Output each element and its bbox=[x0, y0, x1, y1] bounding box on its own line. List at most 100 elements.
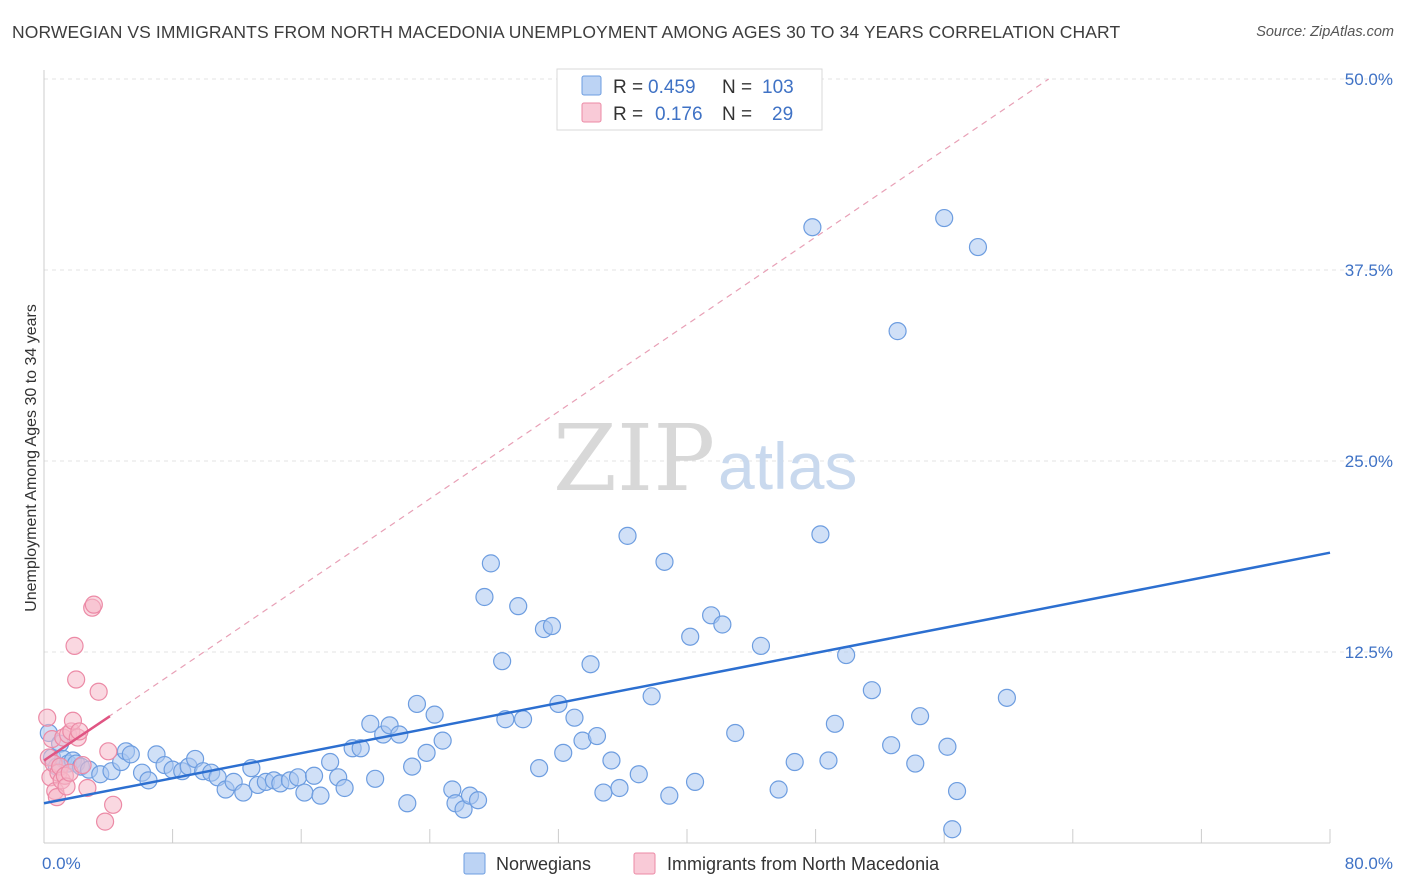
norwegian-point bbox=[938, 737, 957, 756]
norwegian-point bbox=[751, 636, 771, 655]
norwegian-point bbox=[311, 786, 330, 805]
norwegian-point bbox=[475, 587, 494, 607]
norwegian-point bbox=[581, 655, 600, 674]
norwegian-point bbox=[417, 743, 436, 762]
norwegian-point bbox=[542, 616, 562, 636]
norwegian-point bbox=[888, 322, 907, 341]
norwegian-point bbox=[811, 525, 830, 544]
series-legend: Norwegians Immigrants from North Macedon… bbox=[463, 852, 940, 875]
legend-r-value-1: 0.459 bbox=[648, 77, 696, 98]
norwegian-point bbox=[407, 694, 427, 714]
series-north-macedonia bbox=[38, 595, 123, 831]
legend-n-label-2: N = bbox=[722, 104, 752, 125]
x-tick-labels: 0.0% 80.0% bbox=[42, 854, 1393, 873]
macedonia-point bbox=[65, 636, 84, 655]
legend-n-value-2: 29 bbox=[772, 104, 793, 125]
norwegian-point bbox=[433, 731, 452, 750]
norwegian-point bbox=[335, 778, 354, 798]
macedonia-point bbox=[73, 755, 92, 775]
norwegian-point bbox=[862, 681, 881, 700]
norwegian-point bbox=[513, 710, 533, 729]
norwegian-point bbox=[530, 759, 549, 778]
norwegian-point bbox=[361, 714, 380, 733]
macedonia-point bbox=[78, 778, 97, 798]
norwegian-point bbox=[234, 783, 253, 802]
norwegian-point bbox=[594, 783, 613, 802]
norwegian-point bbox=[660, 786, 679, 805]
norwegian-point bbox=[468, 791, 488, 810]
norwegian-point bbox=[968, 237, 988, 257]
legend-n-label-1: N = bbox=[722, 77, 752, 98]
norwegian-point bbox=[713, 615, 732, 634]
legend-r-label-2: R = bbox=[613, 104, 643, 125]
norwegian-point bbox=[295, 783, 314, 802]
norwegian-point bbox=[139, 771, 158, 790]
norwegian-point bbox=[785, 752, 804, 772]
norwegian-point bbox=[351, 739, 370, 758]
norwegian-point bbox=[997, 688, 1016, 707]
norwegian-point bbox=[769, 780, 788, 799]
trend-lines bbox=[43, 78, 1331, 805]
macedonia-point bbox=[89, 682, 108, 701]
legend-r-label-1: R = bbox=[613, 77, 643, 98]
bottom-legend-swatch-macedonia bbox=[633, 852, 656, 875]
bottom-legend-swatch-norwegians bbox=[463, 852, 486, 875]
source-credit: Source: ZipAtlas.com bbox=[1256, 24, 1394, 40]
macedonia-point bbox=[104, 795, 123, 814]
macedonia-point bbox=[95, 812, 115, 831]
norwegian-point bbox=[565, 708, 584, 727]
norwegian-point bbox=[602, 751, 621, 770]
norwegian-point bbox=[935, 208, 954, 228]
y-tick-label: 12.5% bbox=[1345, 643, 1393, 662]
macedonia-trend-projection bbox=[43, 78, 1050, 761]
macedonia-point bbox=[84, 595, 103, 614]
norwegian-point bbox=[681, 627, 700, 646]
norwegian-point bbox=[825, 714, 844, 733]
x-tick-label-min: 0.0% bbox=[42, 854, 81, 873]
norwegian-point bbox=[481, 554, 500, 573]
norwegian-point bbox=[587, 726, 607, 746]
norwegian-point bbox=[629, 765, 648, 784]
correlation-legend: R = 0.459 N = 103 R = 0.176 N = 29 bbox=[556, 68, 823, 131]
macedonia-point bbox=[67, 670, 86, 689]
bottom-legend-macedonia: Immigrants from North Macedonia bbox=[667, 854, 940, 874]
legend-r-value-2: 0.176 bbox=[655, 104, 703, 125]
watermark-atlas: atlas bbox=[718, 429, 857, 503]
series-norwegians bbox=[39, 208, 1016, 839]
norwegian-point bbox=[882, 736, 901, 755]
norwegian-point bbox=[509, 597, 528, 616]
norwegian-point bbox=[642, 687, 661, 706]
x-tick-label-max: 80.0% bbox=[1345, 854, 1393, 873]
macedonia-point bbox=[38, 708, 57, 727]
y-tick-labels: 12.5% 25.0% 37.5% 50.0% bbox=[1345, 70, 1393, 662]
norwegian-point bbox=[819, 751, 838, 770]
norwegian-point bbox=[943, 820, 962, 839]
x-tick-marks bbox=[172, 829, 1331, 843]
y-axis-label: Unemployment Among Ages 30 to 34 years bbox=[23, 304, 40, 612]
norwegian-point bbox=[398, 794, 417, 813]
norwegian-point bbox=[803, 218, 822, 237]
y-tick-label: 25.0% bbox=[1345, 452, 1393, 471]
legend-swatch-pink bbox=[581, 102, 602, 123]
norwegian-point bbox=[288, 768, 308, 787]
norwegian-trend-line bbox=[43, 551, 1331, 805]
norwegian-point bbox=[685, 772, 705, 791]
grid-lines bbox=[44, 78, 1396, 653]
y-tick-label: 50.0% bbox=[1345, 70, 1393, 89]
norwegian-point bbox=[304, 766, 324, 785]
norwegian-point bbox=[425, 705, 444, 724]
norwegian-point bbox=[493, 652, 512, 671]
norwegian-point bbox=[121, 745, 140, 764]
norwegian-point bbox=[610, 778, 629, 798]
macedonia-trend-line bbox=[43, 715, 111, 762]
bottom-legend-norwegians: Norwegians bbox=[496, 854, 591, 874]
macedonia-point bbox=[99, 742, 118, 761]
norwegian-point bbox=[947, 781, 967, 801]
norwegian-point bbox=[403, 757, 422, 776]
chart-title: NORWEGIAN VS IMMIGRANTS FROM NORTH MACED… bbox=[12, 22, 1121, 42]
norwegian-point bbox=[554, 743, 573, 762]
y-tick-label: 37.5% bbox=[1345, 261, 1393, 280]
norwegian-point bbox=[618, 526, 637, 545]
watermark-zip: ZIP bbox=[553, 405, 715, 512]
